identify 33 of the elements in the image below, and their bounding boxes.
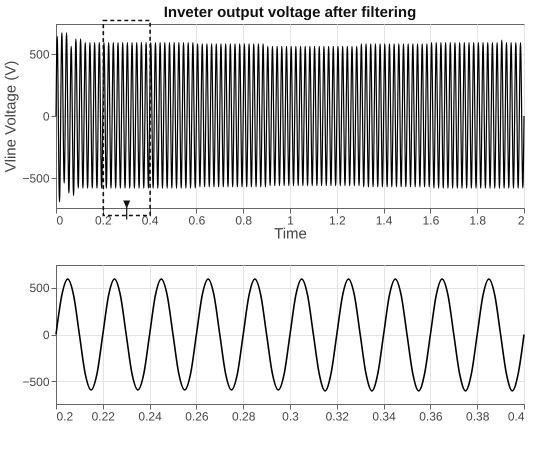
x-tick-label: 0.4 bbox=[142, 214, 159, 228]
chart-title: Inveter output voltage after filtering bbox=[164, 4, 416, 21]
x-tick-label: 0.36 bbox=[419, 410, 443, 424]
x-tick-label: 0.38 bbox=[466, 410, 490, 424]
x-tick-label: 0.28 bbox=[232, 410, 256, 424]
line-series bbox=[55, 32, 525, 202]
x-tick-label: 0.3 bbox=[282, 410, 300, 424]
y-axis-title: Vline Voltage (V) bbox=[2, 60, 20, 172]
y-tick-label: −500 bbox=[22, 374, 50, 389]
line-series bbox=[55, 278, 525, 392]
x-tick-label: 0.26 bbox=[185, 410, 209, 424]
y-tick-label: 0 bbox=[42, 328, 50, 342]
y-tick-label: 0 bbox=[42, 110, 50, 124]
x-tick-label: 0.34 bbox=[372, 410, 396, 424]
x-tick-label: 0.8 bbox=[235, 214, 252, 228]
x-tick-label: 0.2 bbox=[94, 214, 112, 228]
x-tick-label: 0.24 bbox=[138, 410, 162, 424]
x-tick-label: 0.32 bbox=[326, 410, 350, 424]
x-axis-title: Time bbox=[274, 226, 307, 242]
x-tick-label: 2 bbox=[518, 214, 525, 228]
x-tick-label: 1.4 bbox=[376, 214, 393, 228]
x-tick-label: 1.6 bbox=[422, 214, 440, 228]
x-tick-label: 1.2 bbox=[328, 214, 346, 228]
x-tick-label: 0.4 bbox=[508, 410, 525, 424]
x-tick-label: 0.6 bbox=[188, 214, 206, 228]
y-tick-label: 500 bbox=[29, 47, 50, 62]
x-tick-label: 0.2 bbox=[56, 410, 74, 424]
y-tick-label: 500 bbox=[29, 281, 50, 296]
x-tick-label: 1.8 bbox=[469, 214, 486, 228]
x-tick-label: 0 bbox=[56, 214, 64, 228]
x-tick-label: 0.22 bbox=[92, 410, 116, 424]
x-tick-label: 1 bbox=[287, 214, 294, 228]
y-tick-label: −500 bbox=[22, 172, 50, 186]
